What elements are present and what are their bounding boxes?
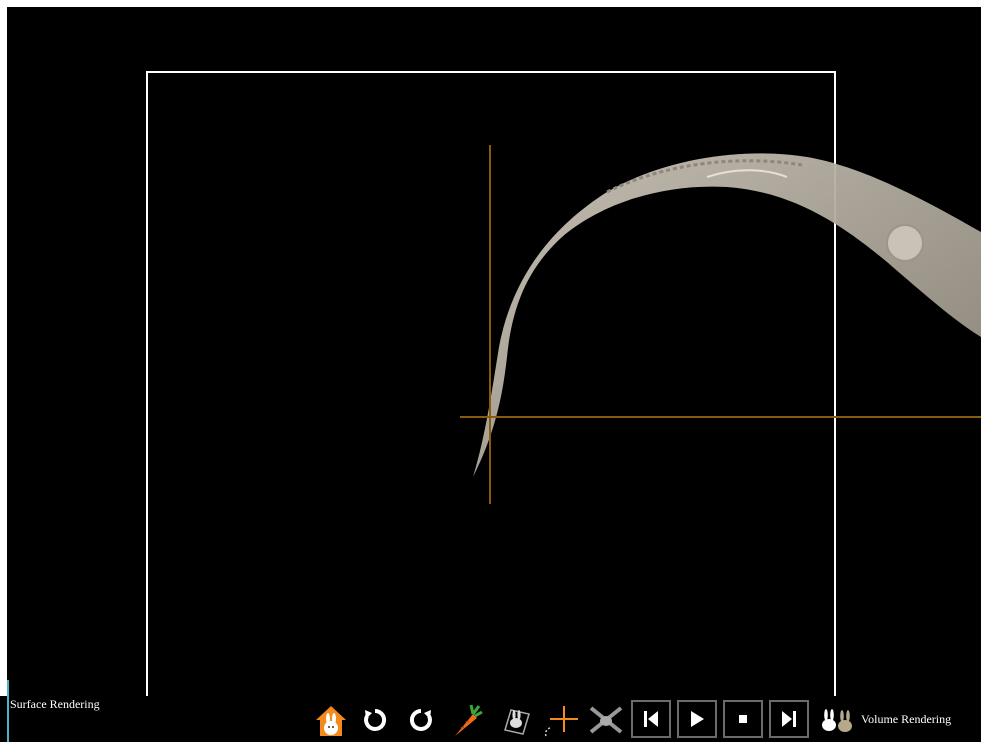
- surface-rendering-label: Surface Rendering: [10, 697, 100, 711]
- previous-button[interactable]: [631, 700, 671, 738]
- rabbit-cross-icon: [589, 706, 623, 734]
- toolbar-bar: [0, 696, 981, 742]
- play-button[interactable]: [677, 700, 717, 738]
- rotate-left-button[interactable]: [406, 702, 436, 738]
- skip-previous-icon: [644, 711, 658, 727]
- crosshair-horizontal-line: [460, 416, 981, 418]
- carrot-button[interactable]: [448, 702, 484, 738]
- volume-rendering-toggle[interactable]: [818, 702, 856, 738]
- skip-next-icon: [782, 711, 796, 727]
- next-button[interactable]: [769, 700, 809, 738]
- crosshair-button[interactable]: [542, 702, 578, 738]
- play-icon: [691, 711, 704, 727]
- crosshair-icon: [544, 706, 578, 737]
- rabbit-frame-button[interactable]: [500, 702, 534, 738]
- home-button[interactable]: [312, 702, 350, 738]
- rabbit-frame-icon: [504, 709, 530, 735]
- surface-model[interactable]: [7, 7, 981, 696]
- stop-icon: [739, 715, 747, 723]
- rotate-counterclockwise-icon: [409, 708, 432, 731]
- carrot-icon: [455, 704, 483, 736]
- rabbit-cross-button[interactable]: [588, 702, 624, 738]
- rotate-clockwise-icon: [364, 708, 387, 731]
- stop-button[interactable]: [723, 700, 763, 738]
- left-edge-accent: [7, 680, 9, 742]
- volume-rendering-label: Volume Rendering: [861, 712, 952, 726]
- rotate-right-button[interactable]: [360, 702, 390, 738]
- rabbits-icon: [822, 709, 852, 732]
- home-rabbit-icon: [316, 706, 346, 736]
- crosshair-vertical-line: [489, 145, 491, 504]
- render-viewport[interactable]: [7, 7, 981, 696]
- bounding-box-frame: [146, 71, 836, 696]
